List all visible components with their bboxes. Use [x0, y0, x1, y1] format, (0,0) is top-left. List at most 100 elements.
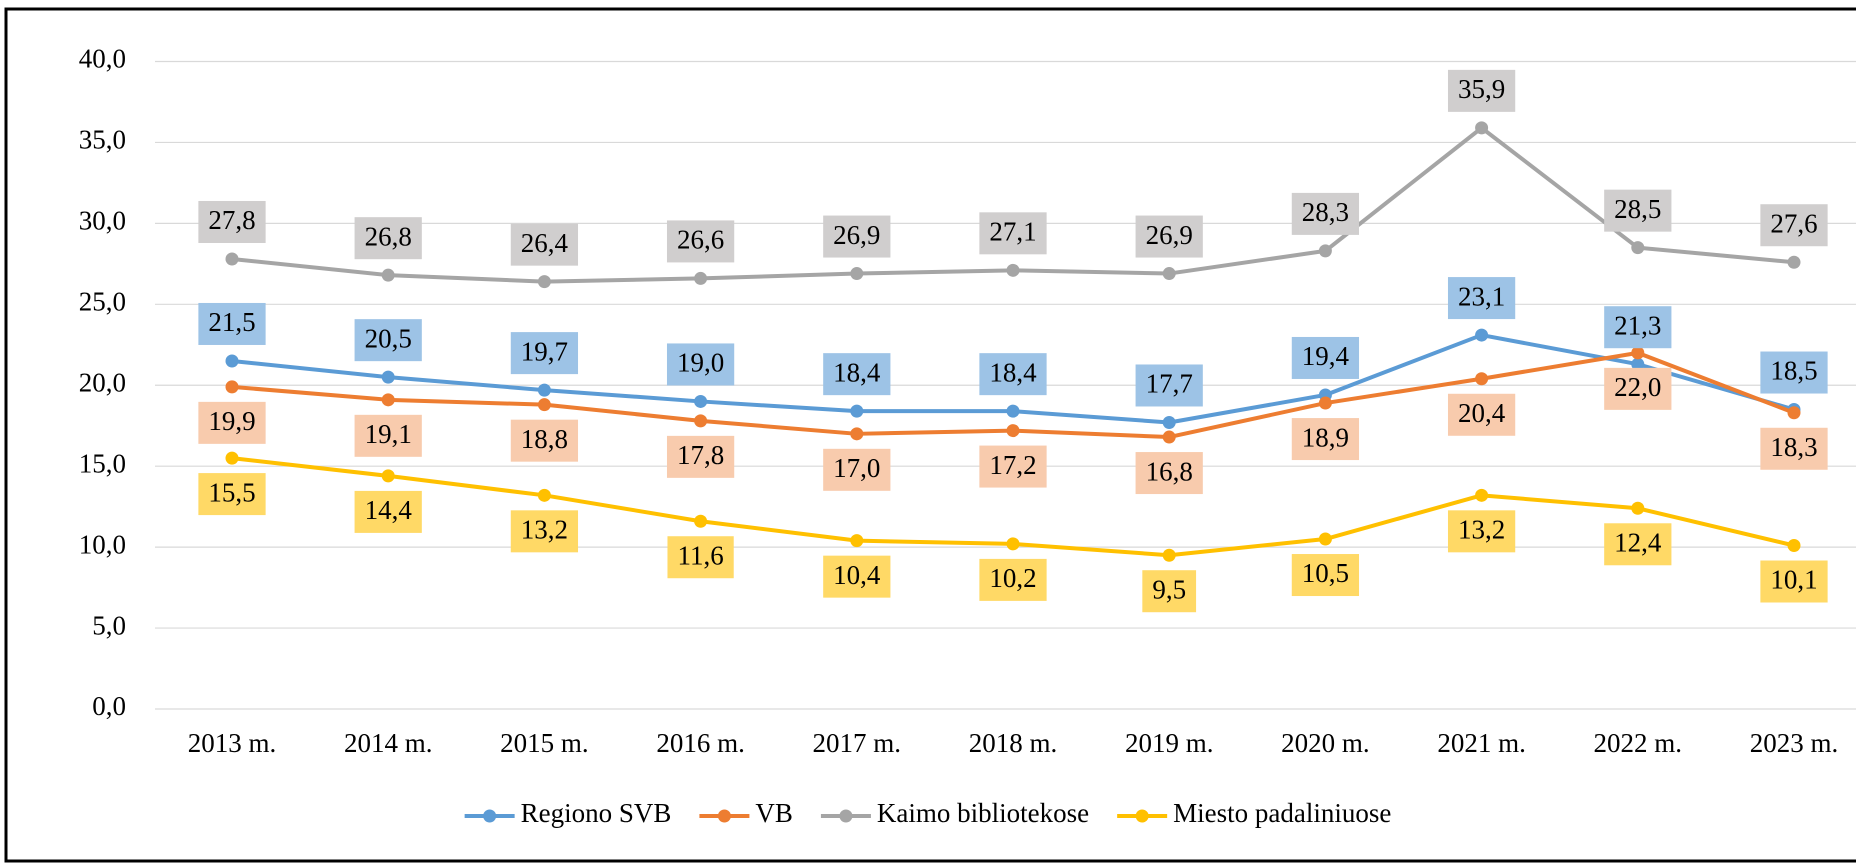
legend-item: VB [699, 798, 793, 828]
point [1631, 346, 1645, 360]
data-label-box [1604, 367, 1672, 410]
legend-marker [1135, 809, 1149, 823]
point [1787, 539, 1801, 553]
data-label-box [979, 353, 1047, 396]
y-tick-label: 10,0 [79, 529, 126, 559]
data-label-text: 22,0 [1614, 372, 1661, 402]
data-label: 28,5 [1604, 189, 1672, 232]
point [1162, 267, 1176, 281]
x-tick-label: 2013 m. [188, 728, 277, 758]
y-tick-label: 20,0 [79, 367, 126, 397]
data-label: 26,4 [510, 223, 579, 266]
legend-marker [483, 809, 497, 823]
data-label: 19,4 [1291, 336, 1360, 379]
data-label-text: 17,0 [833, 453, 880, 483]
point [1006, 263, 1020, 277]
legend-label: Kaimo bibliotekose [877, 798, 1089, 828]
legend-item: Regiono SVB [464, 798, 671, 828]
legend-marker [717, 809, 731, 823]
point [537, 275, 551, 289]
data-label-text: 21,3 [1614, 310, 1661, 340]
data-label-box [666, 435, 735, 478]
data-label-box [510, 223, 579, 266]
data-label: 27,1 [979, 212, 1047, 255]
point [694, 514, 708, 528]
data-label-text: 18,8 [521, 424, 568, 454]
y-tick-label: 15,0 [79, 448, 126, 478]
data-label: 19,0 [666, 343, 735, 386]
x-tick-label: 2021 m. [1437, 728, 1526, 758]
data-label: 17,7 [1135, 364, 1203, 407]
x-tick-label: 2022 m. [1594, 728, 1683, 758]
point [850, 427, 864, 441]
data-label-box [1760, 427, 1828, 470]
data-label: 26,9 [1135, 215, 1203, 258]
data-label-box [1135, 452, 1203, 495]
legend-item: Miesto padaliniuose [1117, 798, 1391, 828]
series-line [231, 125, 1795, 284]
data-label-text: 27,1 [989, 217, 1036, 247]
point [225, 380, 239, 394]
point [1162, 415, 1176, 429]
data-label-box [1760, 204, 1828, 247]
data-label: 17,8 [666, 435, 735, 478]
data-label: 18,3 [1760, 427, 1828, 470]
data-label-box [1604, 189, 1672, 232]
point [1318, 532, 1332, 546]
data-label: 18,5 [1760, 351, 1828, 394]
data-label: 26,8 [354, 217, 422, 260]
data-label-text: 18,5 [1770, 356, 1817, 386]
data-label: 12,4 [1604, 523, 1672, 566]
data-label: 19,7 [510, 332, 579, 375]
data-label: 13,2 [510, 510, 579, 553]
data-label-text: 10,2 [989, 563, 1036, 593]
data-label: 15,5 [198, 473, 266, 516]
data-label-box [198, 401, 266, 444]
data-label-text: 26,6 [677, 225, 724, 255]
data-label-text: 10,1 [1770, 565, 1817, 595]
data-label: 10,2 [979, 558, 1047, 601]
point [381, 393, 395, 407]
data-label-text: 17,2 [989, 450, 1036, 480]
data-label-text: 28,3 [1302, 197, 1349, 227]
data-label-text: 18,9 [1302, 422, 1349, 452]
data-label-box [666, 343, 735, 386]
data-label-box [979, 558, 1047, 601]
data-label: 21,5 [198, 302, 266, 345]
data-label-box [1447, 393, 1516, 436]
data-label: 18,4 [823, 353, 891, 396]
data-label: 13,2 [1447, 510, 1516, 553]
data-label-box [1291, 336, 1360, 379]
data-label-text: 26,4 [521, 228, 569, 258]
point [1631, 357, 1645, 371]
x-tick-label: 2015 m. [500, 728, 589, 758]
data-label-text: 26,9 [833, 220, 880, 250]
point [694, 394, 708, 408]
chart-border [4, 7, 1856, 863]
point [1006, 537, 1020, 551]
data-label-text: 19,4 [1302, 341, 1350, 371]
data-label-box [510, 419, 579, 462]
data-label-text: 19,1 [365, 419, 412, 449]
data-label-box [1447, 510, 1516, 553]
data-label: 17,0 [823, 448, 891, 491]
data-label-text: 23,1 [1458, 281, 1505, 311]
data-label-box [979, 445, 1047, 488]
data-label-text: 20,4 [1458, 398, 1506, 428]
data-label: 10,4 [823, 555, 891, 598]
data-label-text: 19,0 [677, 348, 724, 378]
data-label-text: 19,9 [208, 406, 255, 436]
data-label-text: 18,3 [1770, 432, 1817, 462]
data-label-text: 12,4 [1614, 527, 1662, 557]
data-label-box [1604, 306, 1672, 349]
data-label-box [1760, 560, 1828, 603]
x-tick-label: 2017 m. [813, 728, 902, 758]
data-label: 16,8 [1135, 452, 1203, 495]
point [1318, 396, 1332, 410]
point [1475, 488, 1489, 502]
data-label-box [1135, 215, 1203, 258]
data-label-box [510, 510, 579, 553]
point [1475, 121, 1489, 135]
data-label-box [354, 414, 422, 457]
